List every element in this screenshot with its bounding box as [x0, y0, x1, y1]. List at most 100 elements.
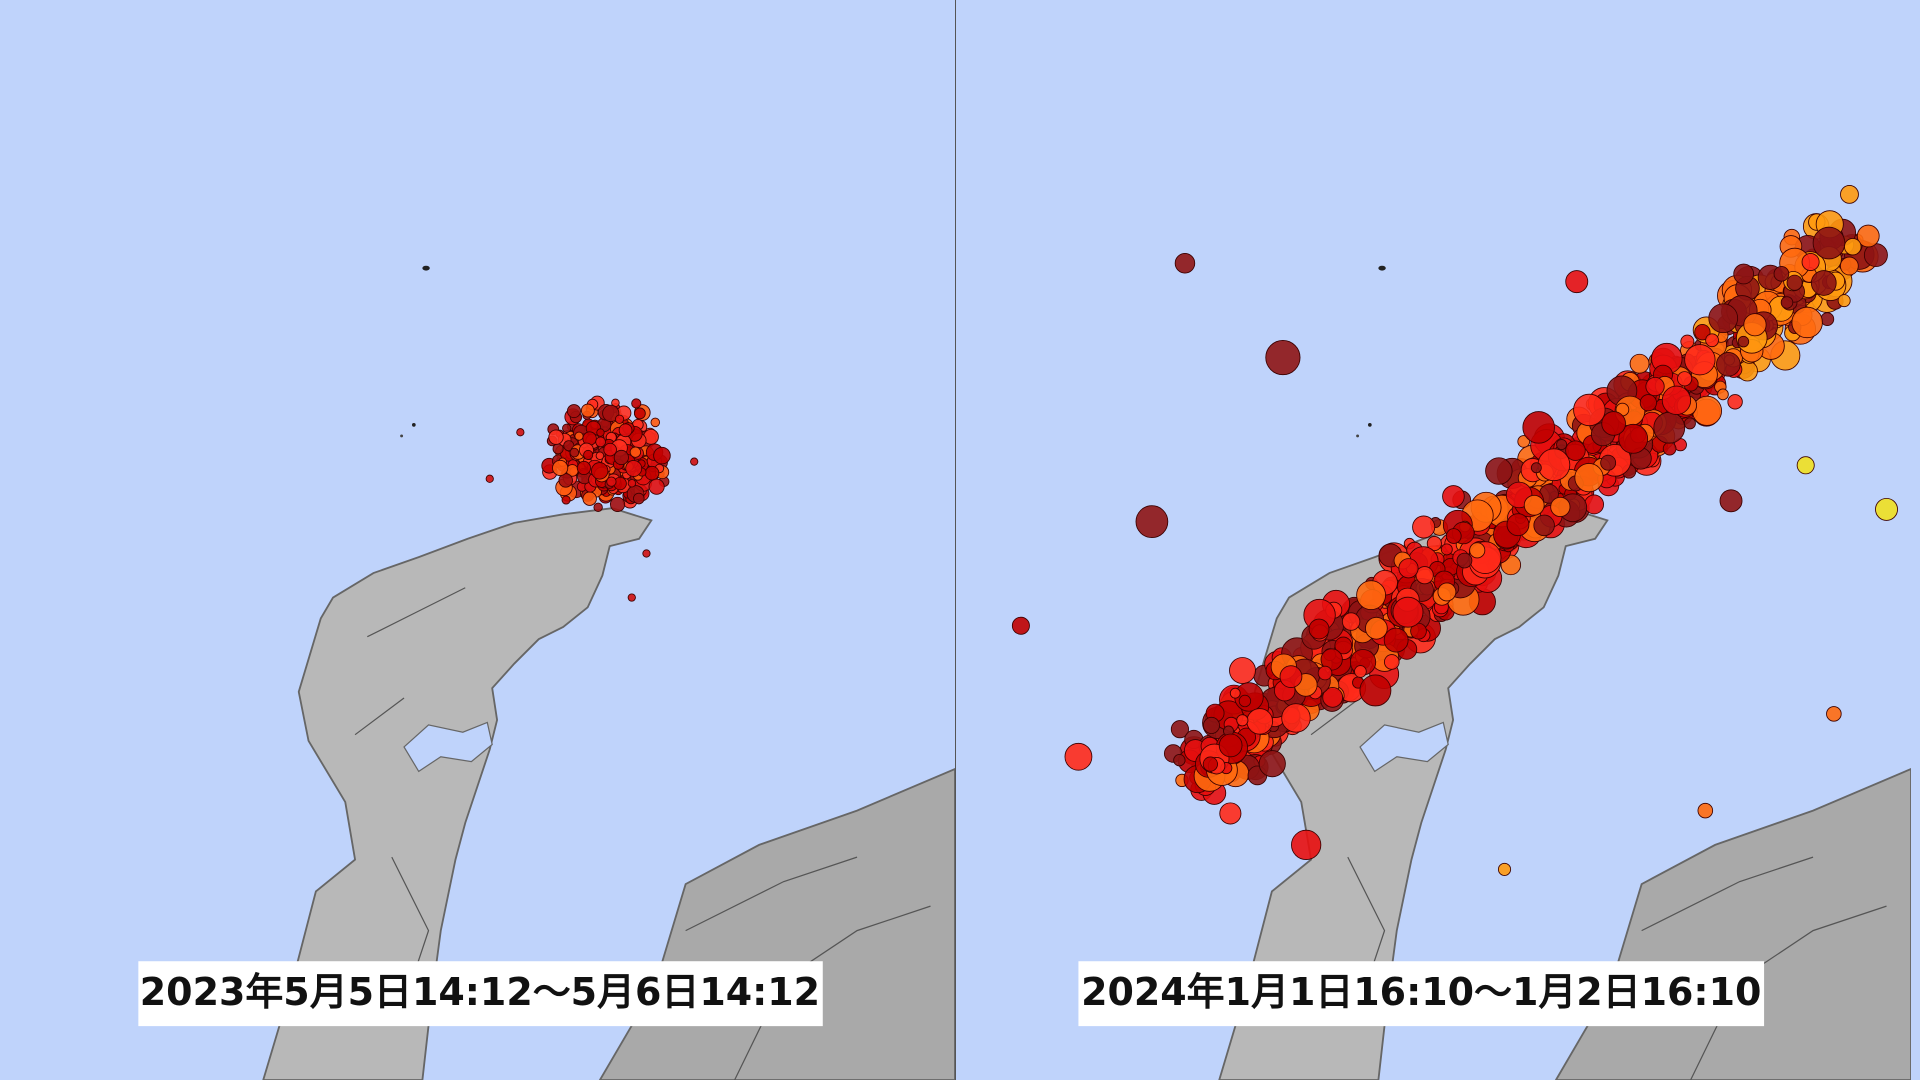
quake-marker: [1334, 636, 1353, 655]
quake-marker: [566, 404, 581, 419]
quake-marker: [1717, 388, 1729, 401]
quake-marker: [1236, 714, 1249, 727]
map-panel: 2024年1月1日16:10～1月2日16:10: [1011, 184, 1911, 1080]
quake-marker: [1530, 462, 1542, 474]
quake-marker: [1837, 294, 1851, 308]
quake-marker: [1437, 582, 1457, 602]
quake-marker: [1445, 528, 1462, 544]
quake-marker: [1456, 552, 1473, 569]
quake-marker: [1279, 665, 1303, 689]
quake-marker: [1565, 270, 1589, 294]
quake-marker: [1174, 253, 1196, 274]
quake-marker: [1601, 411, 1626, 436]
quake-marker: [1229, 687, 1241, 699]
quake-marker: [1365, 616, 1388, 640]
caption-box: [138, 961, 823, 1027]
quake-marker: [569, 447, 580, 458]
quake-marker: [1537, 448, 1571, 482]
quake-marker: [1584, 494, 1605, 515]
quake-marker: [485, 474, 494, 483]
quake-marker: [613, 449, 629, 466]
quake-marker: [1359, 674, 1392, 707]
quake-marker: [1694, 324, 1711, 341]
quake-marker: [644, 465, 660, 481]
quake-marker: [574, 431, 584, 441]
quake-marker: [627, 593, 636, 602]
quake-marker: [1218, 733, 1243, 758]
quake-marker: [1844, 238, 1862, 256]
quake-marker: [1556, 438, 1568, 450]
quake-marker: [606, 476, 617, 487]
quake-marker: [1064, 742, 1093, 771]
quake-marker: [1354, 665, 1367, 678]
quake-marker: [1317, 665, 1333, 681]
quake-marker: [1246, 708, 1273, 735]
quake-marker: [1238, 694, 1252, 708]
quake-marker: [1523, 494, 1545, 516]
land: [262, 264, 955, 1080]
quake-marker: [1780, 296, 1794, 309]
quake-marker: [609, 496, 626, 512]
quake-marker: [1708, 303, 1739, 334]
quake-marker: [1383, 627, 1409, 653]
quake-marker: [1683, 417, 1696, 430]
quake-marker: [1826, 706, 1842, 722]
quake-marker: [1820, 312, 1835, 327]
caption-box: [1078, 961, 1765, 1027]
quake-marker: [1691, 395, 1723, 426]
quake-marker: [633, 492, 645, 505]
quake-marker: [1733, 263, 1755, 285]
quake-marker: [1485, 457, 1513, 485]
quake-marker: [595, 436, 606, 448]
quake-marker: [629, 446, 642, 458]
quake-marker: [603, 442, 617, 457]
quake-marker: [1202, 716, 1220, 734]
quake-marker: [1727, 394, 1743, 410]
quake-marker: [1573, 393, 1606, 427]
quake-marker: [1719, 489, 1743, 513]
quake-marker: [580, 403, 595, 418]
quake-marker: [1522, 411, 1555, 444]
quake-marker: [1517, 435, 1531, 448]
quake-marker: [1786, 274, 1803, 291]
quake-marker: [614, 414, 625, 424]
map-panel: 2023年5月5日14:12～5月6日14:12: [138, 264, 955, 1080]
quake-marker: [625, 460, 643, 477]
quake-marker: [631, 398, 642, 409]
quake-marker: [595, 451, 605, 460]
quake-marker: [1810, 270, 1837, 296]
quake-marker: [1219, 802, 1242, 825]
quake-marker: [552, 459, 569, 477]
quake-marker: [627, 479, 637, 488]
quake-marker: [690, 457, 699, 466]
quake-marker: [1497, 862, 1512, 876]
quake-marker: [1202, 756, 1218, 772]
quake-marker: [1173, 754, 1186, 767]
quake-marker: [1135, 505, 1169, 538]
quake-marker: [650, 417, 660, 428]
divider: [955, 0, 956, 1080]
quake-marker: [1356, 580, 1386, 611]
quake-marker: [1680, 334, 1695, 349]
quake-marker: [1265, 339, 1301, 376]
quake-layer: [485, 395, 699, 602]
quake-marker: [1291, 829, 1322, 861]
quake-marker: [1801, 253, 1820, 272]
quake-marker: [1011, 616, 1030, 635]
quake-marker: [1697, 802, 1714, 819]
quake-marker: [1392, 596, 1424, 628]
quake-marker: [633, 407, 646, 420]
quake-marker: [1229, 657, 1256, 684]
quake-marker: [1440, 543, 1453, 556]
caption: 2024年1月1日16:10～1月2日16:10: [1081, 970, 1761, 1014]
quake-marker: [1600, 454, 1617, 471]
quake-marker: [642, 549, 651, 558]
quake-marker: [516, 428, 525, 437]
quake-marker: [1442, 485, 1465, 508]
quake-marker: [548, 429, 564, 445]
quake-marker: [1506, 513, 1530, 537]
quake-marker: [1170, 720, 1189, 739]
quake-marker: [1796, 456, 1815, 475]
quake-marker: [1662, 441, 1677, 456]
